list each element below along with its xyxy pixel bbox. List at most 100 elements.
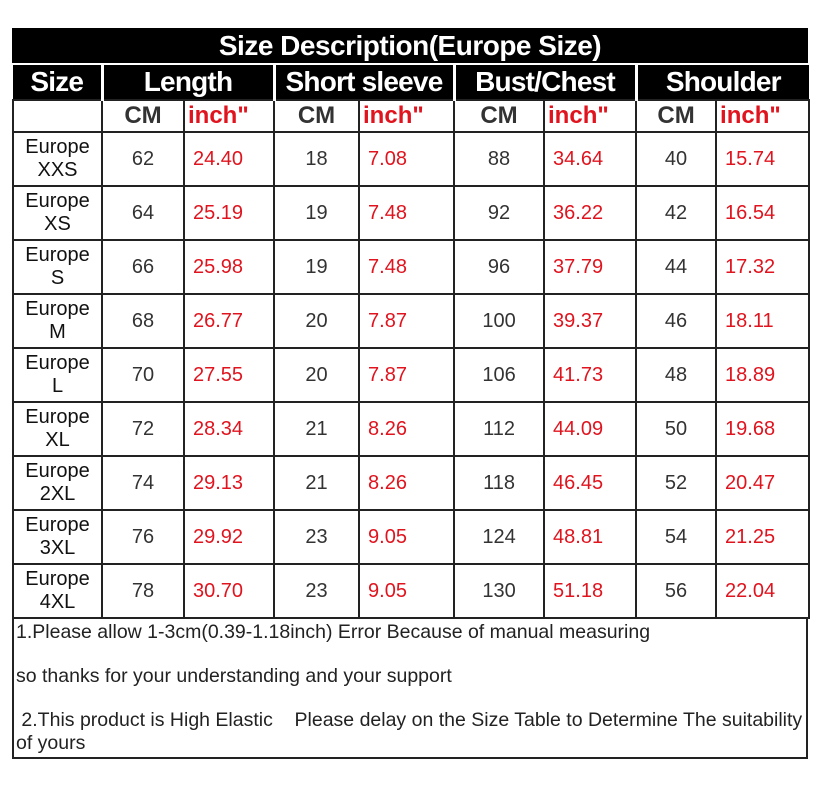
sleeve-in-cell: 8.26 xyxy=(358,455,456,511)
shoulder-in-cell: 18.11 xyxy=(715,293,811,349)
size-region: Europe xyxy=(25,406,90,428)
length-cm-cell: 68 xyxy=(101,293,185,349)
length-cm-cell: 74 xyxy=(101,455,185,511)
sleeve-in-cell: 9.05 xyxy=(358,509,456,565)
length-cm-cell: 64 xyxy=(101,185,185,241)
sleeve-cm-cell: 23 xyxy=(273,509,361,565)
size-label: L xyxy=(51,375,64,397)
table-row: Europe XL 72 28.34 21 8.26 112 44.09 50 19.68 xyxy=(12,401,811,457)
unit-blank xyxy=(12,99,103,133)
length-in-cell: 28.34 xyxy=(182,401,276,457)
table-row: Europe 2XL 74 29.13 21 8.26 118 46.45 52 20.47 xyxy=(12,455,811,511)
table-row: Europe 3XL 76 29.92 23 9.05 124 48.81 54 21.25 xyxy=(12,509,811,565)
size-label: XS xyxy=(44,213,71,235)
shoulder-in-cell: 17.32 xyxy=(715,239,811,295)
unit-inch: inch" xyxy=(358,99,456,133)
size-cell: Europe M xyxy=(12,293,103,349)
table-row: Europe S 66 25.98 19 7.48 96 37.79 44 17.32 xyxy=(12,239,811,295)
note-1: 1.Please allow 1-3cm(0.39-1.18inch) Erro… xyxy=(16,621,651,643)
shoulder-cm-cell: 48 xyxy=(635,347,718,403)
size-cell: Europe XS xyxy=(12,185,103,241)
shoulder-in-cell: 15.74 xyxy=(715,131,811,187)
shoulder-in-cell: 20.47 xyxy=(715,455,811,511)
bust-in-cell: 44.09 xyxy=(543,401,638,457)
shoulder-cm-cell: 40 xyxy=(635,131,718,187)
length-cm-cell: 76 xyxy=(101,509,185,565)
bust-in-cell: 39.37 xyxy=(543,293,638,349)
size-chart: Size Description(Europe Size) Size Lengt… xyxy=(12,28,811,759)
shoulder-cm-cell: 52 xyxy=(635,455,718,511)
size-cell: Europe L xyxy=(12,347,103,403)
length-cm-cell: 72 xyxy=(101,401,185,457)
sleeve-in-cell: 7.87 xyxy=(358,347,456,403)
bust-in-cell: 36.22 xyxy=(543,185,638,241)
size-label: 4XL xyxy=(39,591,76,613)
bust-cm-cell: 106 xyxy=(453,347,546,403)
unit-cm: CM xyxy=(273,99,361,133)
length-in-cell: 25.19 xyxy=(182,185,276,241)
sleeve-cm-cell: 19 xyxy=(273,239,361,295)
length-in-cell: 29.92 xyxy=(182,509,276,565)
header-short-sleeve: Short sleeve xyxy=(272,65,455,100)
size-region: Europe xyxy=(25,514,90,536)
length-cm-cell: 66 xyxy=(101,239,185,295)
bust-in-cell: 37.79 xyxy=(543,239,638,295)
bust-cm-cell: 118 xyxy=(453,455,546,511)
size-label: 2XL xyxy=(39,483,76,505)
shoulder-in-cell: 22.04 xyxy=(715,563,811,619)
sleeve-cm-cell: 20 xyxy=(273,293,361,349)
size-cell: Europe XXS xyxy=(12,131,103,187)
length-cm-cell: 78 xyxy=(101,563,185,619)
size-table: Size Length Short sleeve Bust/Chest Shou… xyxy=(12,65,811,619)
bust-cm-cell: 112 xyxy=(453,401,546,457)
unit-inch: inch" xyxy=(715,99,811,133)
length-in-cell: 25.98 xyxy=(182,239,276,295)
shoulder-in-cell: 21.25 xyxy=(715,509,811,565)
sleeve-cm-cell: 21 xyxy=(273,401,361,457)
unit-cm: CM xyxy=(453,99,546,133)
length-in-cell: 30.70 xyxy=(182,563,276,619)
size-region: Europe xyxy=(25,244,90,266)
bust-cm-cell: 96 xyxy=(453,239,546,295)
sleeve-cm-cell: 21 xyxy=(273,455,361,511)
table-row: Europe L 70 27.55 20 7.87 106 41.73 48 18.89 xyxy=(12,347,811,403)
sleeve-cm-cell: 19 xyxy=(273,185,361,241)
table-row: Europe XXS 62 24.40 18 7.08 88 34.64 40 15.74 xyxy=(12,131,811,187)
table-row: Europe M 68 26.77 20 7.87 100 39.37 46 18.11 xyxy=(12,293,811,349)
bust-in-cell: 34.64 xyxy=(543,131,638,187)
unit-cm: CM xyxy=(635,99,718,133)
size-label: XL xyxy=(45,429,70,451)
sleeve-cm-cell: 23 xyxy=(273,563,361,619)
size-label: 3XL xyxy=(39,537,76,559)
size-region: Europe xyxy=(25,352,90,374)
unit-inch: inch" xyxy=(182,99,276,133)
sleeve-in-cell: 7.08 xyxy=(358,131,456,187)
shoulder-cm-cell: 42 xyxy=(635,185,718,241)
size-cell: Europe XL xyxy=(12,401,103,457)
bust-in-cell: 46.45 xyxy=(543,455,638,511)
sleeve-cm-cell: 20 xyxy=(273,347,361,403)
bust-cm-cell: 130 xyxy=(453,563,546,619)
chart-title: Size Description(Europe Size) xyxy=(12,28,808,63)
size-region: Europe xyxy=(25,136,90,158)
sleeve-in-cell: 9.05 xyxy=(358,563,456,619)
size-region: Europe xyxy=(25,190,90,212)
size-cell: Europe 2XL xyxy=(12,455,103,511)
size-cell: Europe 3XL xyxy=(12,509,103,565)
size-region: Europe xyxy=(25,460,90,482)
sleeve-cm-cell: 18 xyxy=(273,131,361,187)
header-length: Length xyxy=(100,65,275,100)
sleeve-in-cell: 7.87 xyxy=(358,293,456,349)
length-in-cell: 24.40 xyxy=(182,131,276,187)
sleeve-in-cell: 7.48 xyxy=(358,185,456,241)
bust-cm-cell: 92 xyxy=(453,185,546,241)
shoulder-in-cell: 18.89 xyxy=(715,347,811,403)
length-in-cell: 29.13 xyxy=(182,455,276,511)
shoulder-cm-cell: 46 xyxy=(635,293,718,349)
length-in-cell: 27.55 xyxy=(182,347,276,403)
header-size: Size xyxy=(13,65,102,100)
bust-cm-cell: 100 xyxy=(453,293,546,349)
note-2: so thanks for your understanding and you… xyxy=(16,665,452,687)
size-cell: Europe 4XL xyxy=(12,563,103,619)
shoulder-in-cell: 19.68 xyxy=(715,401,811,457)
